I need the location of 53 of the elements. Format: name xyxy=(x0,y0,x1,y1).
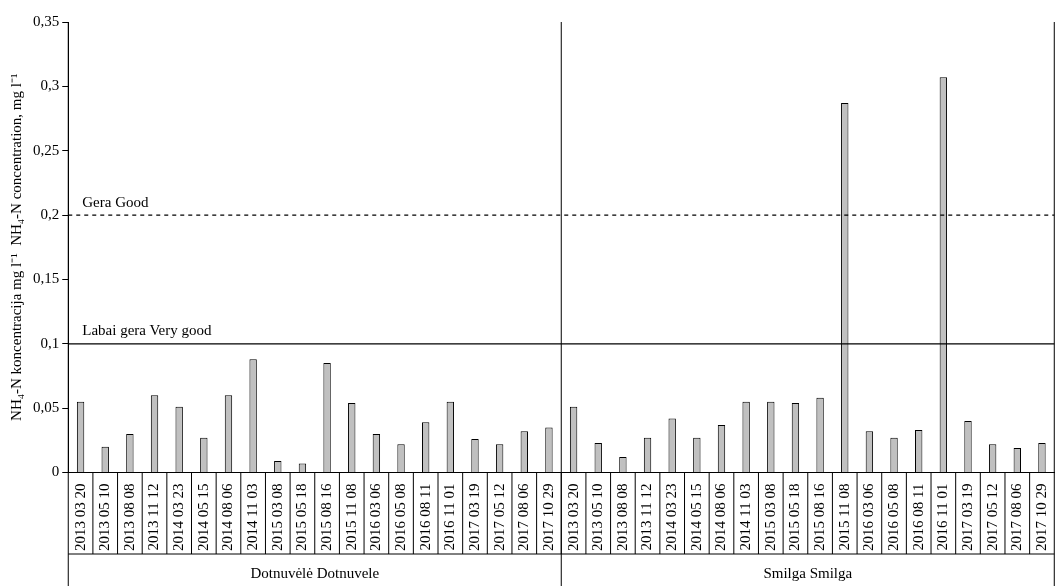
ref-line-label: Labai gera Very good xyxy=(82,322,213,339)
x-tick-label: 2016 11 01 xyxy=(934,483,951,551)
x-tick-label: 2013 11 12 xyxy=(145,483,162,551)
y-tick-label: 0,2 xyxy=(40,206,60,223)
x-tick-label: 2017 05 12 xyxy=(490,483,507,551)
x-tick-label: 2017 03 19 xyxy=(958,483,975,551)
x-tick-label: 2016 11 01 xyxy=(441,483,458,551)
x-tick-label: 2016 03 06 xyxy=(860,483,877,551)
x-tick-label: 2016 05 08 xyxy=(391,483,408,551)
x-tick-label: 2016 08 11 xyxy=(416,483,433,551)
x-tick-label: 2014 03 23 xyxy=(663,483,680,551)
y-tick-label: 0,25 xyxy=(33,141,60,158)
y-tick-label: 0,15 xyxy=(33,270,60,287)
x-tick-label: 2014 08 06 xyxy=(219,483,236,551)
x-tick-label: 2013 05 10 xyxy=(589,483,606,551)
x-tick-label: 2016 05 08 xyxy=(884,483,901,551)
x-tick-label: 2015 03 08 xyxy=(268,483,285,551)
x-tick-label: 2013 03 20 xyxy=(71,483,88,551)
x-tick-label: 2014 11 03 xyxy=(737,483,754,551)
x-tick-label: 2015 05 18 xyxy=(786,483,803,551)
text: Dotnuvėlė Dotnuvele xyxy=(250,565,380,582)
x-tick-label: 2016 03 06 xyxy=(367,483,384,551)
x-tick-label: 2014 03 23 xyxy=(170,483,187,551)
x-tick-label: 2014 11 03 xyxy=(244,483,261,551)
x-tick-label: 2013 03 20 xyxy=(564,483,581,551)
x-tick-label: 2017 10 29 xyxy=(1032,483,1049,551)
x-tick-label: 2014 05 15 xyxy=(194,483,211,551)
y-tick-label: 0 xyxy=(51,463,60,480)
y-tick-label: 0,05 xyxy=(33,399,60,416)
x-tick-label: 2015 11 08 xyxy=(342,483,359,551)
x-tick-label: 2015 08 16 xyxy=(811,483,828,551)
x-tick-label: 2015 08 16 xyxy=(318,483,335,551)
x-tick-label: 2013 05 10 xyxy=(96,483,113,551)
x-tick-label: 2017 10 29 xyxy=(539,483,556,551)
x-tick-label: 2015 03 08 xyxy=(761,483,778,551)
text: Smilga Smilga xyxy=(763,565,853,582)
x-tick-label: 2015 11 08 xyxy=(835,483,852,551)
ref-line-label: Gera Good xyxy=(82,193,149,210)
x-tick-label: 2013 08 08 xyxy=(613,483,630,551)
x-tick-label: 2013 11 12 xyxy=(638,483,655,551)
y-tick-label: 0,1 xyxy=(40,334,60,351)
x-tick-label: 2017 08 06 xyxy=(1008,483,1025,551)
x-tick-label: 2014 05 15 xyxy=(687,483,704,551)
x-tick-label: 2017 03 19 xyxy=(465,483,482,551)
y-tick-label: 0,3 xyxy=(40,77,60,94)
x-tick-label: 2013 08 08 xyxy=(120,483,137,551)
y-axis-title: NH₄-N koncentracija mg l⁻¹ NH₄-N concentration, mg l⁻¹ xyxy=(7,73,24,421)
x-tick-label: 2015 05 18 xyxy=(293,483,310,551)
x-tick-label: 2017 08 06 xyxy=(515,483,532,551)
y-tick-label: 0,35 xyxy=(33,12,60,29)
x-tick-label: 2016 08 11 xyxy=(909,483,926,551)
x-tick-label: 2017 05 12 xyxy=(983,483,1000,551)
x-tick-label: 2014 08 06 xyxy=(712,483,729,551)
